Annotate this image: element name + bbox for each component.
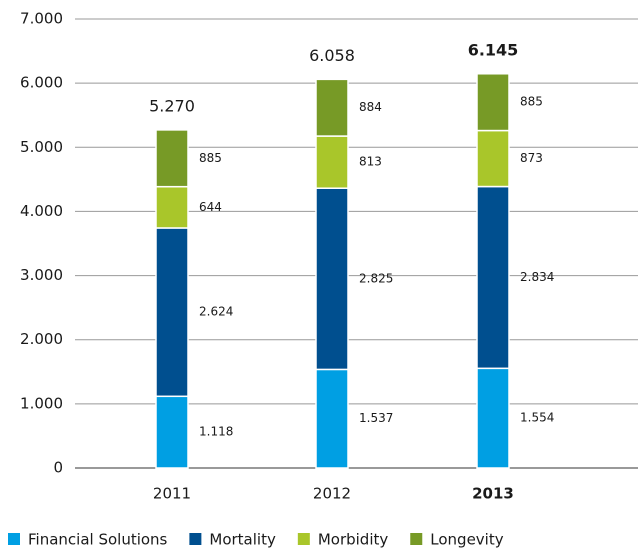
value-label: 885 bbox=[199, 151, 222, 165]
x-tick-label: 2013 bbox=[472, 485, 514, 503]
y-tick-label: 3.000 bbox=[20, 266, 63, 284]
bar-segment bbox=[155, 129, 189, 188]
value-label: 644 bbox=[199, 200, 222, 214]
value-label: 1.554 bbox=[520, 411, 554, 425]
legend-swatch bbox=[8, 533, 20, 545]
bar-segment bbox=[155, 227, 189, 398]
value-label: 1.118 bbox=[199, 425, 233, 439]
total-label: 5.270 bbox=[149, 96, 195, 115]
y-tick-label: 0 bbox=[53, 459, 63, 477]
value-label: 2.624 bbox=[199, 305, 233, 319]
legend-swatch bbox=[410, 533, 423, 545]
total-label: 6.145 bbox=[468, 40, 519, 59]
y-tick-label: 4.000 bbox=[20, 202, 63, 220]
bar-segment bbox=[476, 73, 510, 132]
legend-swatch bbox=[297, 533, 310, 545]
x-tick-label: 2011 bbox=[153, 485, 191, 503]
legend-label: Mortality bbox=[209, 531, 276, 549]
bar-segment bbox=[315, 187, 349, 371]
y-tick-label: 6.000 bbox=[20, 74, 63, 92]
y-tick-label: 2.000 bbox=[20, 330, 63, 348]
legend-label: Financial Solutions bbox=[28, 531, 168, 549]
bar-segment bbox=[155, 395, 189, 469]
value-label: 1.537 bbox=[359, 411, 393, 425]
bar-segment bbox=[315, 368, 349, 469]
legend-label: Morbidity bbox=[318, 531, 389, 549]
bar-segment bbox=[476, 367, 510, 469]
bar-segment bbox=[476, 185, 510, 370]
value-label: 885 bbox=[520, 95, 543, 109]
legend-swatch bbox=[189, 533, 202, 545]
total-label: 6.058 bbox=[309, 46, 355, 65]
value-label: 813 bbox=[359, 155, 382, 169]
y-tick-label: 1.000 bbox=[20, 394, 63, 412]
value-label: 2.834 bbox=[520, 270, 554, 284]
bar-segment bbox=[315, 78, 349, 137]
bar-segment bbox=[315, 135, 349, 189]
value-label: 884 bbox=[359, 100, 382, 114]
value-label: 2.825 bbox=[359, 271, 393, 285]
value-label: 873 bbox=[520, 151, 543, 165]
bar-segment bbox=[155, 185, 189, 229]
legend-label: Longevity bbox=[430, 531, 503, 549]
x-tick-label: 2012 bbox=[313, 485, 351, 503]
y-tick-label: 5.000 bbox=[20, 138, 63, 156]
y-tick-label: 7.000 bbox=[20, 10, 63, 28]
bar-segment bbox=[476, 129, 510, 188]
